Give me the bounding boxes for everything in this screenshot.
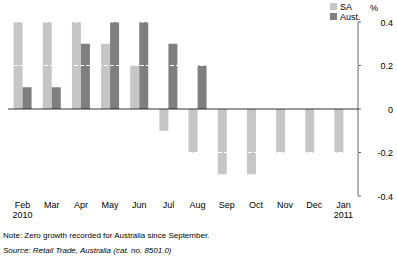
tick [358,65,361,66]
zero-line [8,109,358,110]
bar [276,109,285,153]
x-tick-label: Mar [44,200,60,210]
legend-swatch [330,13,337,20]
legend-label: SA [340,2,352,12]
y-tick-label: 0.2 [380,61,393,71]
x-tick-label: Jun [132,200,147,210]
grid-line [8,196,358,197]
grid-line [8,65,358,66]
grid-line [8,22,358,23]
x-tick-label: Dec [306,200,323,210]
chart: -0.4 -0.2 0 0.2 0.4% Feb2010 Mar Apr May Jun Jul Au… [0,0,397,265]
x-tick-label: Jul [163,200,175,210]
x-tick-label: May [102,200,120,210]
grid-line [8,152,358,153]
y-axis-label: % [370,3,378,13]
annotation: Note: Zero growth recorded for Australia… [3,231,209,240]
bar [52,87,61,109]
y-tick-label: 0.4 [380,18,393,28]
bar [218,109,227,174]
tick [358,196,361,197]
y-tick-label: -0.2 [377,148,393,158]
bar [305,109,314,153]
x-tick-label: Aug [190,200,206,210]
bar [101,44,110,109]
bar [130,66,139,110]
x-tick-label: Feb2010 [13,200,33,220]
bar [189,109,198,153]
annotation: Source: Retail Trade, Australia (cat. no… [3,246,172,255]
bar [159,109,168,131]
bar [168,44,177,109]
x-tick-label: Oct [249,200,264,210]
x-tick-label: Jan2011 [334,200,353,220]
bar [81,44,90,109]
legend-swatch [330,3,337,10]
y-tick-label: 0 [388,105,393,115]
tick [358,152,361,153]
bar [23,87,32,109]
bar [198,66,207,110]
y-tick-label: -0.4 [377,192,393,202]
x-tick-label: Sep [219,200,235,210]
bar [247,109,256,174]
bars [14,22,344,174]
x-tick-label: Nov [277,200,294,210]
bar [334,109,343,153]
legend-label: Aust. [340,12,361,22]
x-tick-label: Apr [74,200,88,210]
tick [358,109,361,110]
